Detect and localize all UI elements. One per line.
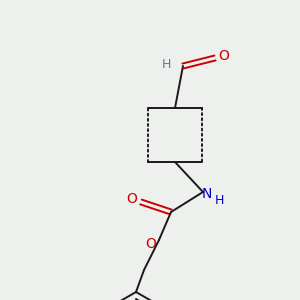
Text: H: H (161, 58, 171, 70)
Text: O: O (127, 192, 137, 206)
Text: H: H (214, 194, 224, 208)
Text: O: O (219, 49, 230, 63)
Text: N: N (202, 187, 212, 201)
Text: O: O (146, 237, 156, 251)
